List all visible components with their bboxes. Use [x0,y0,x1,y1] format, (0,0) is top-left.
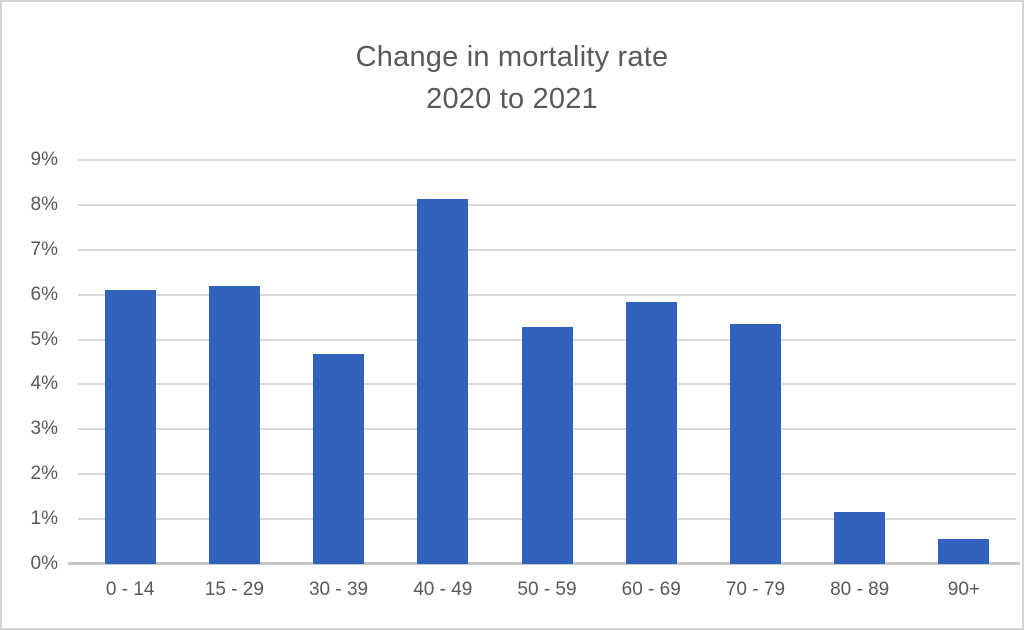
x-axis-category-label: 0 - 14 [105,579,155,600]
x-axis-category-label: 15 - 29 [204,579,264,600]
x-axis-category-label: 60 - 69 [621,579,681,600]
y-axis-tick-label: 1% [30,508,58,530]
y-axis-tick-label: 7% [30,238,58,260]
bar [521,327,573,564]
bar [208,285,260,564]
bar [729,324,781,564]
y-axis-tick-label: 0% [30,553,58,574]
y-axis-tick-label: 3% [30,418,58,440]
chart-title-line-1: Change in mortality rate [355,41,669,73]
gridline [78,293,1016,296]
x-axis-category-label: 90+ [947,579,980,600]
y-axis-tick-label: 2% [30,463,58,485]
x-axis-category-label: 70 - 79 [725,579,786,600]
x-axis-category-label: 40 - 49 [413,579,473,600]
x-axis-category-label: 50 - 59 [517,579,577,600]
gridline [78,203,1016,206]
gridline [78,248,1016,251]
bar [313,354,365,564]
bar [625,302,677,564]
gridline [78,159,1016,161]
x-axis-category-label: 30 - 39 [308,579,369,600]
chart-title-line-2: 2020 to 2021 [426,83,598,115]
bar [417,199,469,564]
y-axis-tick-label: 6% [30,283,58,305]
plot-area [68,159,1020,565]
bar [104,290,156,564]
bar [834,511,886,564]
y-axis-tick-label: 9% [30,149,58,170]
bar [938,539,990,564]
y-axis-tick-label: 4% [30,373,58,395]
y-axis-tick-label: 8% [30,193,58,215]
y-axis-tick-label: 5% [30,328,58,350]
x-axis-category-label: 80 - 89 [830,579,890,600]
chart-title: Change in mortality rate 2020 to 2021 [2,36,1022,120]
